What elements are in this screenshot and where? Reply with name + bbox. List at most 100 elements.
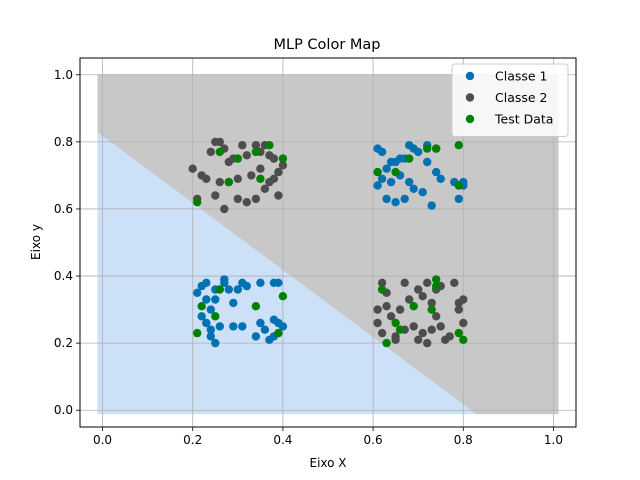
point-classe-1-15 bbox=[229, 298, 238, 308]
point-classe-2-13 bbox=[233, 174, 242, 183]
x-tick-label-2: 0.4 bbox=[273, 433, 292, 447]
point-classe-2-50 bbox=[418, 292, 427, 301]
point-test-data-26 bbox=[409, 302, 418, 311]
point-classe-2-19 bbox=[251, 141, 261, 150]
y-tick-label-5: 1.0 bbox=[54, 68, 73, 82]
point-classe-1-5 bbox=[197, 312, 206, 321]
point-test-data-9 bbox=[197, 302, 206, 311]
point-classe-2-51 bbox=[423, 278, 432, 287]
point-classe-1-44 bbox=[405, 177, 414, 187]
point-classe-2-3 bbox=[202, 174, 211, 183]
point-classe-1-34 bbox=[377, 147, 387, 157]
point-classe-2-54 bbox=[427, 325, 436, 334]
point-test-data-4 bbox=[251, 147, 261, 157]
point-classe-1-20 bbox=[251, 332, 261, 341]
y-axis-label: Eixo y bbox=[29, 224, 43, 260]
point-test-data-20 bbox=[454, 141, 463, 150]
point-classe-1-36 bbox=[377, 174, 387, 183]
point-test-data-3 bbox=[233, 154, 242, 163]
point-test-data-22 bbox=[377, 285, 387, 294]
point-classe-2-55 bbox=[432, 312, 441, 321]
point-test-data-7 bbox=[278, 154, 288, 163]
point-classe-1-7 bbox=[206, 325, 215, 334]
point-classe-2-33 bbox=[373, 305, 382, 314]
point-classe-1-38 bbox=[382, 194, 391, 204]
point-classe-2-62 bbox=[459, 295, 468, 304]
point-test-data-1 bbox=[215, 147, 224, 157]
point-classe-1-18 bbox=[242, 281, 251, 291]
point-test-data-13 bbox=[274, 328, 283, 338]
legend-label-2: Classe 2 bbox=[495, 90, 548, 105]
point-classe-2-52 bbox=[423, 338, 432, 348]
point-classe-1-50 bbox=[423, 157, 432, 167]
point-classe-2-35 bbox=[377, 278, 387, 287]
point-test-data-24 bbox=[391, 318, 400, 328]
point-test-data-28 bbox=[432, 281, 441, 291]
point-classe-2-17 bbox=[242, 198, 251, 207]
point-test-data-18 bbox=[423, 144, 432, 153]
point-classe-1-57 bbox=[454, 194, 463, 204]
point-test-data-16 bbox=[391, 167, 400, 177]
point-classe-1-31 bbox=[211, 295, 220, 304]
x-tick-label-1: 0.2 bbox=[183, 433, 202, 447]
y-tick-label-2: 0.4 bbox=[54, 269, 73, 283]
x-axis-label: Eixo X bbox=[309, 456, 346, 470]
point-test-data-30 bbox=[454, 328, 463, 338]
point-test-data-11 bbox=[211, 312, 220, 321]
point-classe-2-29 bbox=[274, 191, 283, 200]
point-classe-2-0 bbox=[188, 164, 197, 173]
point-classe-1-0 bbox=[193, 288, 202, 297]
point-classe-1-2 bbox=[202, 278, 211, 287]
point-classe-1-8 bbox=[206, 332, 215, 341]
point-classe-2-30 bbox=[278, 161, 288, 170]
point-classe-2-26 bbox=[269, 154, 279, 163]
point-classe-1-26 bbox=[274, 278, 283, 287]
plot-area: 0.0 0.2 0.4 0.6 0.8 1.0 0.0 0.2 0.4 0.6 0.8 1.0 bbox=[54, 57, 577, 447]
point-classe-1-13 bbox=[224, 285, 233, 294]
point-classe-2-4 bbox=[206, 147, 215, 157]
point-classe-1-48 bbox=[414, 147, 423, 157]
legend-marker-2 bbox=[465, 93, 475, 102]
legend-marker-3 bbox=[465, 114, 475, 124]
point-classe-2-9 bbox=[220, 204, 229, 214]
point-classe-2-21 bbox=[256, 164, 265, 173]
point-classe-1-12 bbox=[220, 275, 229, 284]
point-classe-1-23 bbox=[260, 325, 270, 334]
point-classe-2-18 bbox=[247, 171, 256, 180]
x-tick-label-0: 0.0 bbox=[93, 433, 112, 447]
point-classe-2-23 bbox=[260, 184, 270, 193]
point-classe-1-10 bbox=[215, 322, 224, 331]
point-test-data-29 bbox=[432, 275, 441, 284]
point-classe-1-37 bbox=[382, 164, 391, 173]
point-classe-2-46 bbox=[409, 322, 418, 331]
point-test-data-21 bbox=[454, 181, 463, 190]
point-test-data-19 bbox=[432, 144, 441, 153]
point-classe-2-43 bbox=[400, 278, 409, 287]
point-classe-2-7 bbox=[215, 137, 224, 147]
point-classe-2-28 bbox=[274, 167, 283, 177]
point-test-data-0 bbox=[193, 198, 202, 207]
point-test-data-23 bbox=[382, 338, 391, 348]
point-classe-1-35 bbox=[373, 181, 382, 190]
legend-label-3: Test Data bbox=[494, 112, 553, 127]
point-test-data-6 bbox=[265, 141, 274, 150]
point-classe-2-57 bbox=[436, 322, 445, 331]
point-classe-1-52 bbox=[427, 201, 436, 210]
point-classe-1-9 bbox=[211, 338, 220, 348]
point-test-data-25 bbox=[395, 325, 405, 334]
point-classe-1-6 bbox=[202, 318, 211, 328]
point-classe-1-21 bbox=[256, 278, 265, 287]
point-classe-2-39 bbox=[386, 312, 396, 321]
point-classe-1-29 bbox=[278, 322, 288, 331]
point-classe-1-49 bbox=[418, 188, 427, 197]
point-classe-1-62 bbox=[386, 177, 396, 187]
point-classe-2-16 bbox=[242, 151, 251, 160]
point-classe-1-19 bbox=[238, 322, 247, 331]
point-classe-2-27 bbox=[269, 174, 279, 183]
point-classe-1-32 bbox=[202, 295, 211, 304]
legend: Classe 1 Classe 2 Test Data bbox=[451, 63, 569, 137]
point-test-data-2 bbox=[224, 177, 233, 187]
x-tick-label-5: 1.0 bbox=[544, 433, 563, 447]
